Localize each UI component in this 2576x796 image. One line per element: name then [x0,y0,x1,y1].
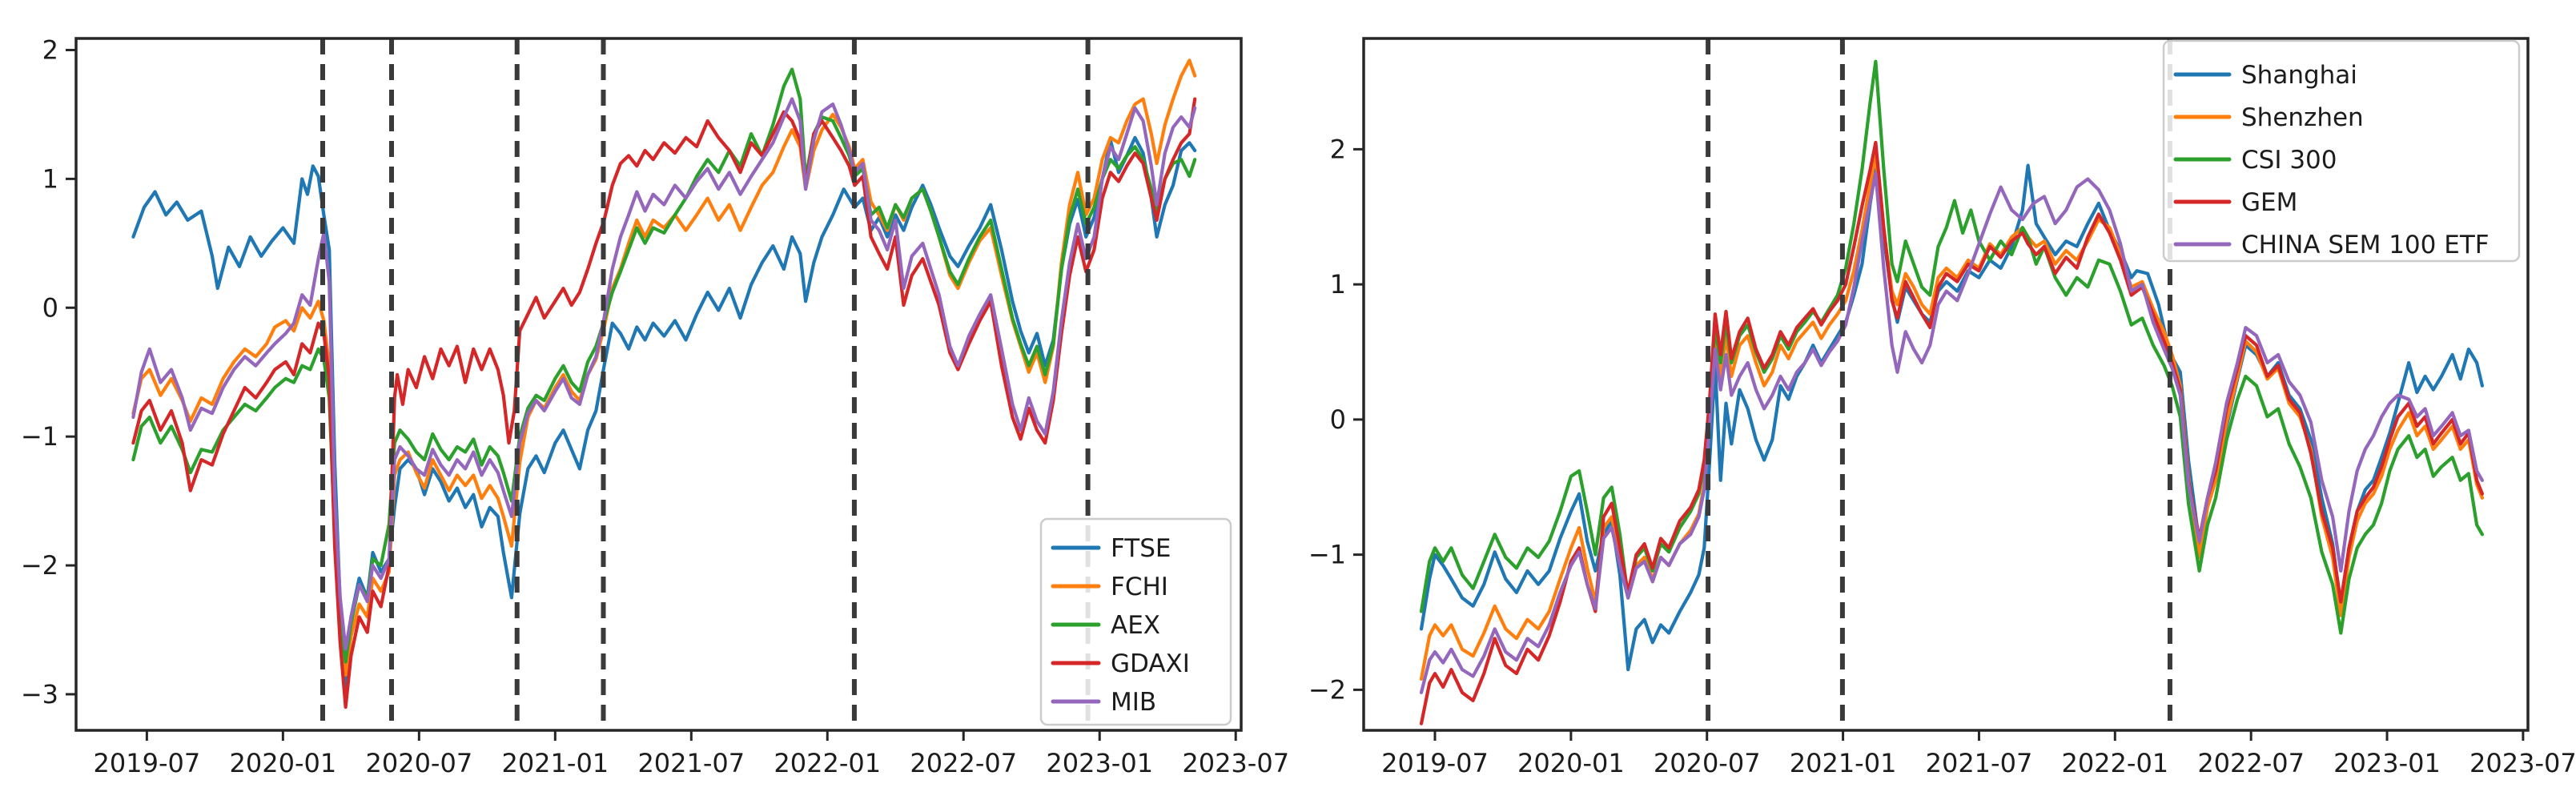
series-line-mib [131,97,1197,651]
series-group [1419,59,2484,726]
series-line-ftse [131,135,1197,689]
y-tick-label: −1 [1308,540,1346,570]
legend-entry-label: GEM [2241,188,2297,217]
y-tick-label: 1 [1330,269,1346,300]
x-tick-label: 2023-01 [1046,748,1153,778]
x-tick-label: 2022-01 [2061,748,2168,778]
chart-european-indices: 2019-07 2020-01 2020-07 2021-01 2021-07 2022-… [21,34,1289,778]
legend-entry-label: FTSE [1111,534,1171,563]
series-line-fchi [131,58,1197,677]
axes-spines [1362,37,2530,732]
x-tick-label: 2020-07 [1654,748,1761,778]
legend-entry-label: CSI 300 [2241,146,2337,175]
series-line-gem [1419,140,2484,726]
y-tick-label: 0 [42,292,58,323]
legend-entry-label: GDAXI [1111,649,1190,678]
series-line-aex [131,67,1197,664]
x-tick-label: 2021-07 [1926,748,2033,778]
legend-entry-label: AEX [1111,611,1160,640]
y-tick-label: −3 [21,679,58,710]
legend-upper-right: Shanghai Shenzhen CSI 300 GEM CHINA SEM 100 … [2162,39,2521,263]
x-tick-label: 2019-07 [1381,748,1489,778]
y-tick-label: −2 [21,550,58,581]
x-tick-label: 2021-01 [501,748,609,778]
y-tick-label: 2 [42,34,58,65]
chart-chinese-indices: 2019-07 2020-01 2020-07 2021-01 2021-07 2022-… [1308,37,2576,778]
legend-entry-label: MIB [1111,688,1156,717]
x-tick-label: 2022-07 [2197,748,2305,778]
x-tick-label: 2022-01 [774,748,881,778]
x-tick-label: 2020-01 [230,748,337,778]
y-tick-label: 2 [1330,134,1346,164]
legend-box [1039,517,1232,726]
series-line-csi-300 [1419,59,2484,635]
legend-lower-right: FTSE FCHI AEX GDAXI MIB [1039,517,1232,726]
x-tick-label: 2023-07 [2470,748,2576,778]
legend-entry-label: FCHI [1111,573,1168,601]
y-tick-label: 1 [42,163,58,194]
x-tick-label: 2020-01 [1517,748,1625,778]
x-tick-label: 2021-07 [637,748,745,778]
axes-spines [74,37,1243,732]
legend-entry-label: CHINA SEM 100 ETF [2241,231,2490,259]
legend-box [2162,39,2521,263]
y-tick-label: −2 [1308,674,1346,705]
series-group [131,58,1197,710]
legend-entry-label: Shenzhen [2241,103,2364,132]
x-tick-label: 2023-01 [2333,748,2441,778]
legend-entry-label: Shanghai [2241,61,2357,90]
x-tick-label: 2023-07 [1182,748,1289,778]
series-line-china-sem-100-etf [1419,171,2484,694]
y-tick-label: −1 [21,421,58,452]
series-line-gdaxi [131,97,1197,710]
x-tick-label: 2022-07 [910,748,1017,778]
x-tick-label: 2021-01 [1790,748,1897,778]
x-tick-label: 2020-07 [365,748,472,778]
y-tick-label: 0 [1330,404,1346,435]
x-tick-label: 2019-07 [94,748,201,778]
